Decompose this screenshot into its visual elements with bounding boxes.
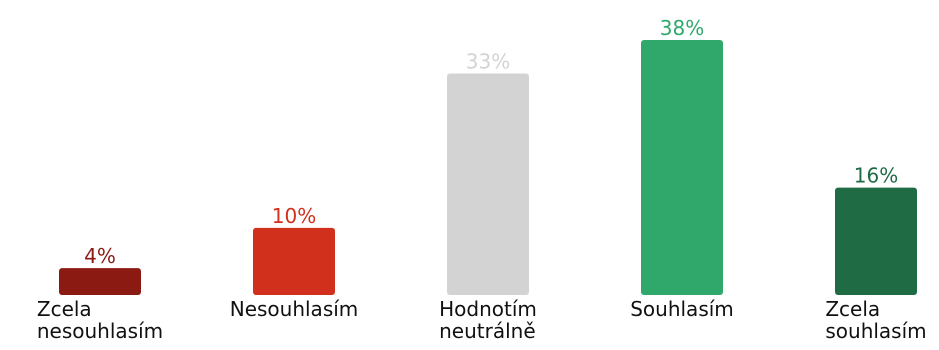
- value-label: 38%: [660, 16, 704, 40]
- category-label: Hodnotím neutrálně: [439, 297, 537, 343]
- category-label: Zcela souhlasím: [825, 297, 927, 343]
- category-label: Souhlasím: [630, 297, 734, 321]
- bar: [253, 227, 335, 295]
- bar: [641, 40, 723, 295]
- value-label: 4%: [84, 244, 116, 268]
- value-label: 16%: [854, 164, 898, 188]
- value-label: 33%: [466, 50, 510, 74]
- bar: [447, 73, 529, 295]
- value-label: 10%: [272, 204, 316, 228]
- category-label: Zcela nesouhlasím: [36, 297, 164, 343]
- category-label: Nesouhlasím: [229, 297, 359, 321]
- bar: [59, 268, 141, 295]
- bar: [835, 187, 917, 295]
